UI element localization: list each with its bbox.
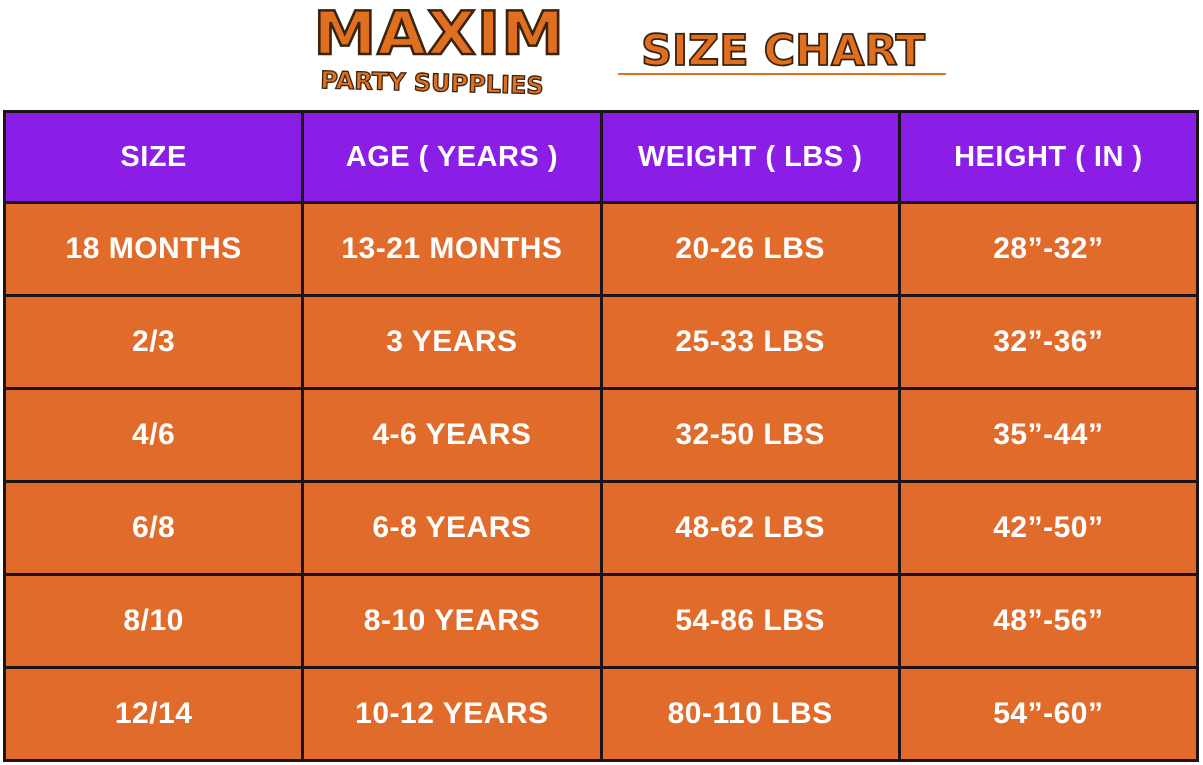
cell-size: 6/8 xyxy=(2,480,305,576)
cell-weight: 48-62 LBS xyxy=(599,480,901,576)
cell-size: 2/3 xyxy=(2,294,305,390)
table-row: 2/3 3 YEARS 25-33 LBS 32”-36” xyxy=(2,294,1200,390)
cell-size: 4/6 xyxy=(2,387,305,483)
cell-weight: 25-33 LBS xyxy=(599,294,901,390)
table-row: 8/10 8-10 YEARS 54-86 LBS 48”-56” xyxy=(2,573,1200,669)
cell-weight: 54-86 LBS xyxy=(599,573,901,669)
cell-height: 54”-60” xyxy=(897,666,1200,762)
column-header-height: HEIGHT ( IN ) xyxy=(897,110,1200,204)
cell-height: 42”-50” xyxy=(897,480,1200,576)
cell-height: 28”-32” xyxy=(897,201,1200,297)
table-header-row: SIZE AGE ( YEARS ) WEIGHT ( LBS ) HEIGHT… xyxy=(2,110,1200,204)
cell-height: 48”-56” xyxy=(897,573,1200,669)
column-header-size: SIZE xyxy=(2,110,305,204)
table-row: 4/6 4-6 YEARS 32-50 LBS 35”-44” xyxy=(2,387,1200,483)
cell-age: 6-8 YEARS xyxy=(301,480,603,576)
cell-weight: 80-110 LBS xyxy=(599,666,901,762)
cell-age: 13-21 MONTHS xyxy=(301,201,603,297)
cell-weight: 32-50 LBS xyxy=(599,387,901,483)
page-title: SIZE CHART xyxy=(640,25,926,77)
cell-age: 3 YEARS xyxy=(301,294,603,390)
cell-age: 4-6 YEARS xyxy=(301,387,603,483)
title-underline xyxy=(618,73,946,75)
logo-tagline: PARTY SUPPLIES xyxy=(319,65,544,100)
cell-height: 35”-44” xyxy=(897,387,1200,483)
cell-height: 32”-36” xyxy=(897,294,1200,390)
cell-weight: 20-26 LBS xyxy=(599,201,901,297)
column-header-weight: WEIGHT ( LBS ) xyxy=(599,110,901,204)
cell-age: 10-12 YEARS xyxy=(301,666,603,762)
logo-brand-name: MAXIM xyxy=(312,0,565,69)
header: MAXIM PARTY SUPPLIES SIZE CHART xyxy=(0,0,1203,110)
column-header-age: AGE ( YEARS ) xyxy=(301,110,603,204)
size-chart-table: SIZE AGE ( YEARS ) WEIGHT ( LBS ) HEIGHT… xyxy=(2,110,1200,762)
table-row: 12/14 10-12 YEARS 80-110 LBS 54”-60” xyxy=(2,666,1200,762)
table-row: 6/8 6-8 YEARS 48-62 LBS 42”-50” xyxy=(2,480,1200,576)
cell-size: 18 MONTHS xyxy=(2,201,305,297)
brand-logo: MAXIM PARTY SUPPLIES xyxy=(287,1,577,102)
cell-size: 12/14 xyxy=(2,666,305,762)
table-row: 18 MONTHS 13-21 MONTHS 20-26 LBS 28”-32” xyxy=(2,201,1200,297)
cell-age: 8-10 YEARS xyxy=(301,573,603,669)
cell-size: 8/10 xyxy=(2,573,305,669)
